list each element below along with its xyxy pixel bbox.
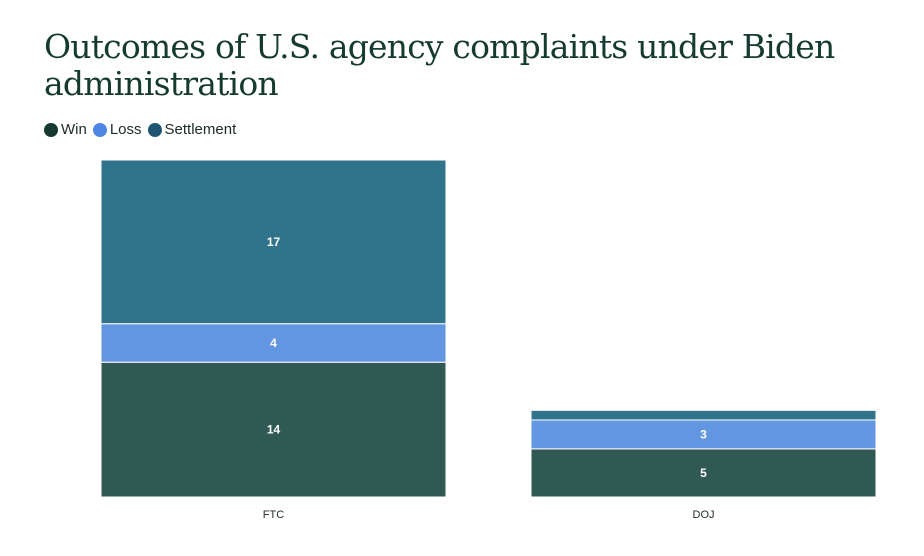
legend-swatch-win (44, 122, 58, 137)
data-label-ftc-settlement: 17 (267, 235, 281, 249)
legend-swatch-loss (92, 122, 107, 137)
legend-label-loss: Loss (109, 121, 142, 138)
bar-doj-win (530, 448, 877, 498)
legend-label-win: Win (61, 121, 87, 138)
legend-label-settlement: Settlement (164, 121, 237, 138)
data-label-ftc-win: 14 (267, 423, 281, 437)
data-label-doj-loss: 3 (700, 427, 707, 441)
chart-title: Outcomes of U.S. agency complaints under… (44, 27, 835, 103)
data-label-ftc-loss: 4 (270, 336, 277, 350)
legend-item-loss: Loss (92, 121, 142, 138)
legend-item-win: Win (44, 121, 87, 138)
bar-ftc-win (100, 361, 447, 498)
bar-doj-loss (530, 419, 877, 450)
data-label-doj-win: 5 (700, 466, 707, 480)
bar-ftc-loss (100, 323, 447, 363)
legend-item-settlement: Settlement (147, 121, 237, 138)
bar-ftc-settlement (100, 159, 447, 325)
x-tick-label-doj: DOJ (693, 509, 715, 521)
bar-doj-settlement (530, 409, 877, 421)
legend-swatch-settlement (147, 122, 162, 137)
legend: Win Loss Settlement (44, 121, 236, 138)
x-tick-label-ftc: FTC (263, 509, 284, 521)
